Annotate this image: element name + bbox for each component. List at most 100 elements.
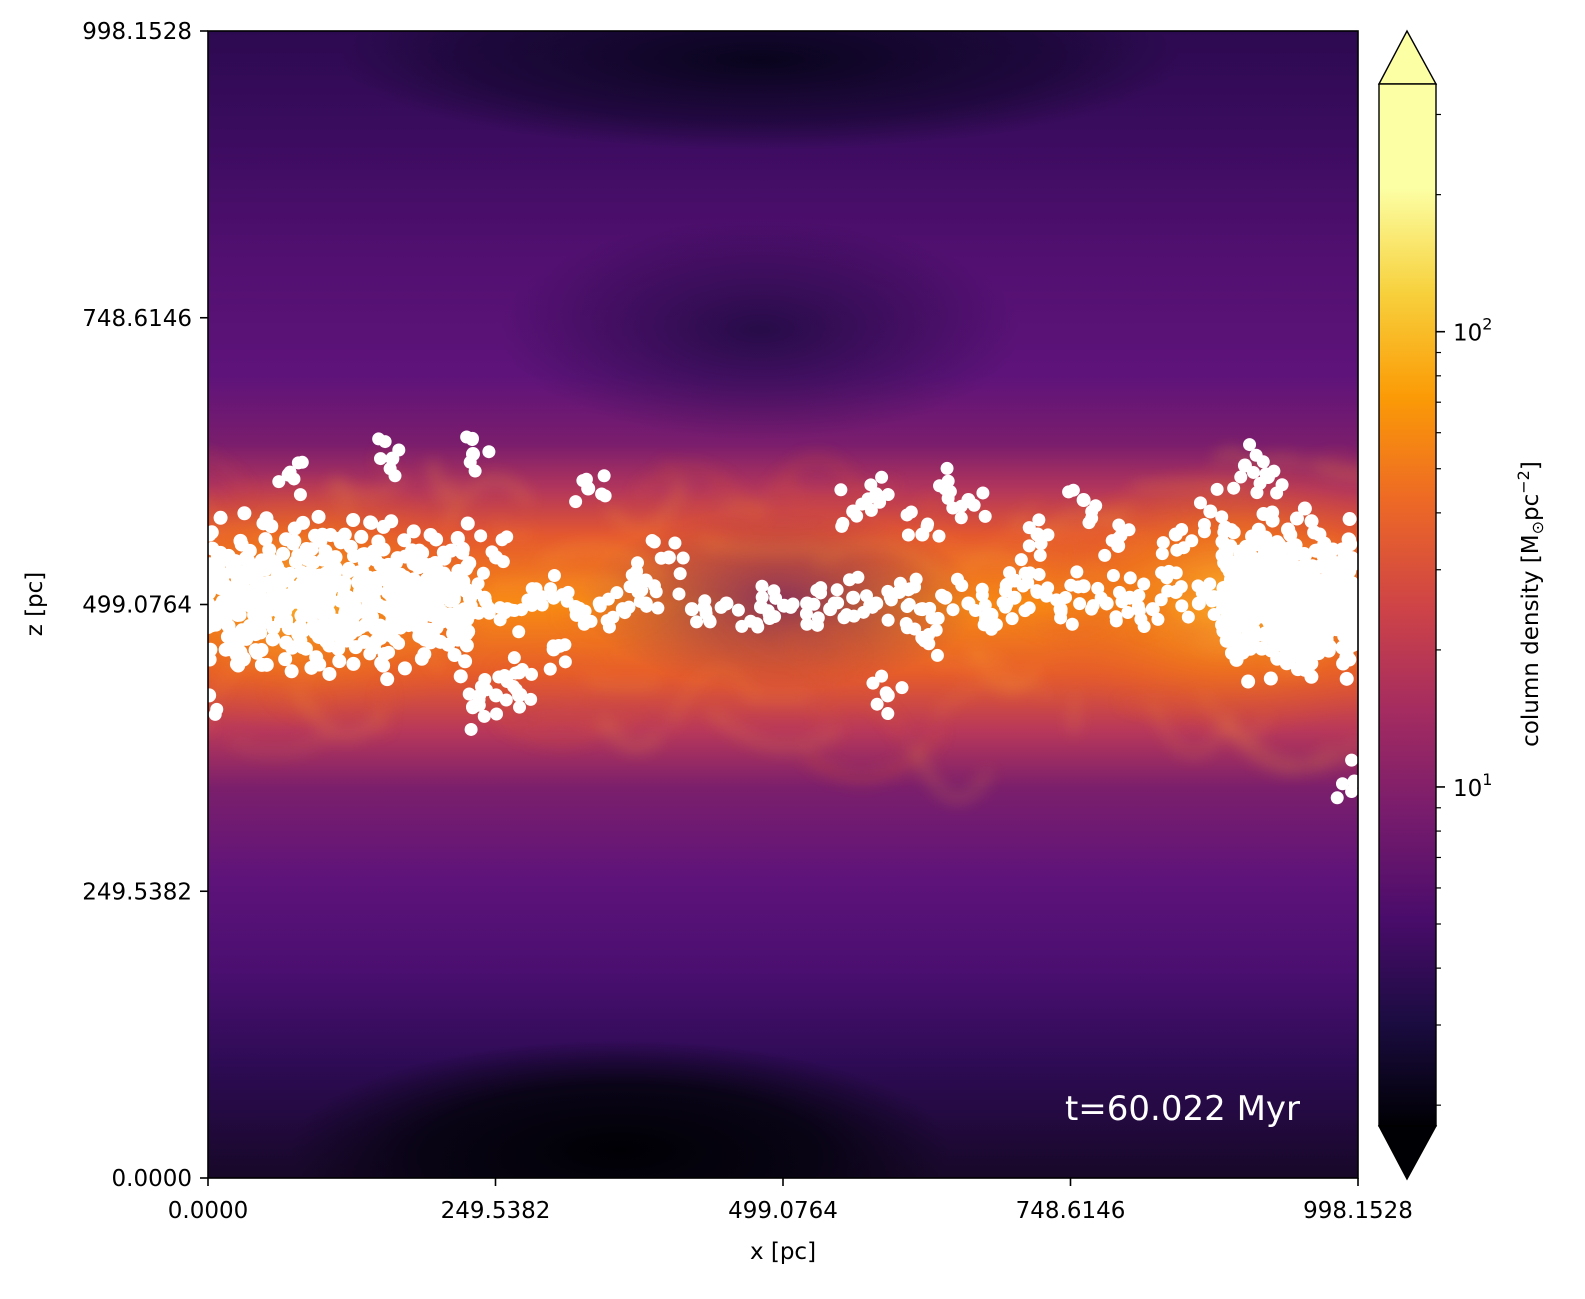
star-particle <box>1155 547 1169 561</box>
star-particle <box>424 580 438 594</box>
star-particle <box>459 638 474 653</box>
star-particle <box>935 588 949 602</box>
filament <box>710 599 841 658</box>
filament <box>230 729 336 754</box>
star-particles <box>208 430 1358 805</box>
dark-region-top <box>340 31 1180 150</box>
star-particle <box>1222 597 1236 611</box>
star-particle <box>1170 543 1184 557</box>
star-particle <box>1271 626 1286 641</box>
star-particle <box>1030 584 1044 598</box>
star-particle <box>989 618 1003 632</box>
star-particle <box>354 529 369 544</box>
star-particle <box>1041 581 1055 595</box>
star-particle <box>1098 548 1112 562</box>
star-particle <box>348 599 362 613</box>
star-particle <box>846 590 861 605</box>
star-particle <box>976 486 990 500</box>
star-particle <box>269 591 283 605</box>
star-particle <box>702 613 716 627</box>
star-particle <box>881 613 895 627</box>
y-tick-label: 998.1528 <box>82 19 192 45</box>
star-particle <box>755 579 769 593</box>
star-particle <box>1237 590 1251 604</box>
star-particle <box>341 561 356 576</box>
star-particle <box>1071 580 1085 594</box>
x-axis: 0.0000 249.5382 499.0764 748.6146 998.1528 <box>168 1178 1413 1224</box>
star-particle <box>515 603 529 617</box>
star-particle <box>602 620 616 634</box>
star-particle <box>1050 593 1064 607</box>
star-particle <box>1289 583 1303 597</box>
star-particle <box>1113 585 1127 599</box>
star-particle <box>312 531 327 546</box>
filament <box>721 502 768 509</box>
star-particle <box>633 594 647 608</box>
star-particle <box>895 681 909 695</box>
star-particle <box>447 648 462 663</box>
star-particle <box>843 573 857 587</box>
star-particle <box>411 560 426 575</box>
filament <box>208 455 252 496</box>
star-particle <box>883 590 897 604</box>
filament <box>586 678 659 688</box>
colorbar-frame <box>1378 83 1437 1127</box>
star-particle <box>208 541 220 556</box>
filament <box>663 460 721 509</box>
star-particle <box>397 661 412 676</box>
star-particle <box>1263 671 1278 686</box>
filament <box>635 467 763 524</box>
star-particle <box>306 617 321 632</box>
star-particle <box>249 575 264 590</box>
star-particle <box>477 709 491 723</box>
star-particle <box>1217 525 1231 539</box>
dark-region-bottom <box>290 1040 950 1178</box>
colorbar-ticks: 101 102 <box>1436 113 1492 1106</box>
star-particle <box>1316 548 1331 563</box>
star-particle <box>478 673 492 687</box>
star-particle <box>923 601 937 615</box>
star-particle <box>879 686 893 700</box>
filament <box>936 659 951 669</box>
star-particle <box>1041 528 1055 542</box>
star-particle <box>208 652 217 667</box>
star-particle <box>943 485 957 499</box>
star-particle <box>635 583 649 597</box>
star-particle <box>1191 579 1205 593</box>
filament <box>831 525 836 571</box>
star-particle <box>1342 512 1357 527</box>
star-particle <box>1244 624 1258 638</box>
star-particle <box>1185 534 1199 548</box>
star-particle <box>1275 478 1289 492</box>
star-particle <box>1022 539 1036 553</box>
star-particle <box>297 624 311 638</box>
star-particle <box>1137 577 1151 591</box>
star-particle <box>278 652 293 667</box>
filament <box>767 482 896 500</box>
star-particle <box>476 566 490 580</box>
star-particle <box>1315 627 1329 641</box>
star-particle <box>946 501 960 515</box>
star-particle <box>288 554 303 569</box>
star-particle <box>1174 580 1188 594</box>
star-particle <box>1033 548 1047 562</box>
star-particle <box>1203 577 1217 591</box>
star-particle <box>257 616 271 630</box>
star-particle <box>254 657 269 672</box>
star-particle <box>1289 511 1304 526</box>
star-particle <box>1112 518 1126 532</box>
star-particle <box>855 497 869 511</box>
star-particle <box>814 586 828 600</box>
star-particle <box>555 588 569 602</box>
colorbar-tick-label: 102 <box>1453 315 1492 347</box>
star-particle <box>553 639 567 653</box>
star-particle <box>930 648 944 662</box>
colorbar-label: column density [M⊙pc−2] <box>1514 461 1547 747</box>
star-particle <box>279 635 294 650</box>
star-particle <box>1076 493 1091 508</box>
star-particle <box>1234 470 1248 484</box>
y-axis: 0.0000 249.5382 499.0764 748.6146 998.1528 <box>82 19 208 1192</box>
star-particle <box>1297 501 1312 516</box>
star-particle <box>830 583 844 597</box>
star-particle <box>1137 620 1151 634</box>
